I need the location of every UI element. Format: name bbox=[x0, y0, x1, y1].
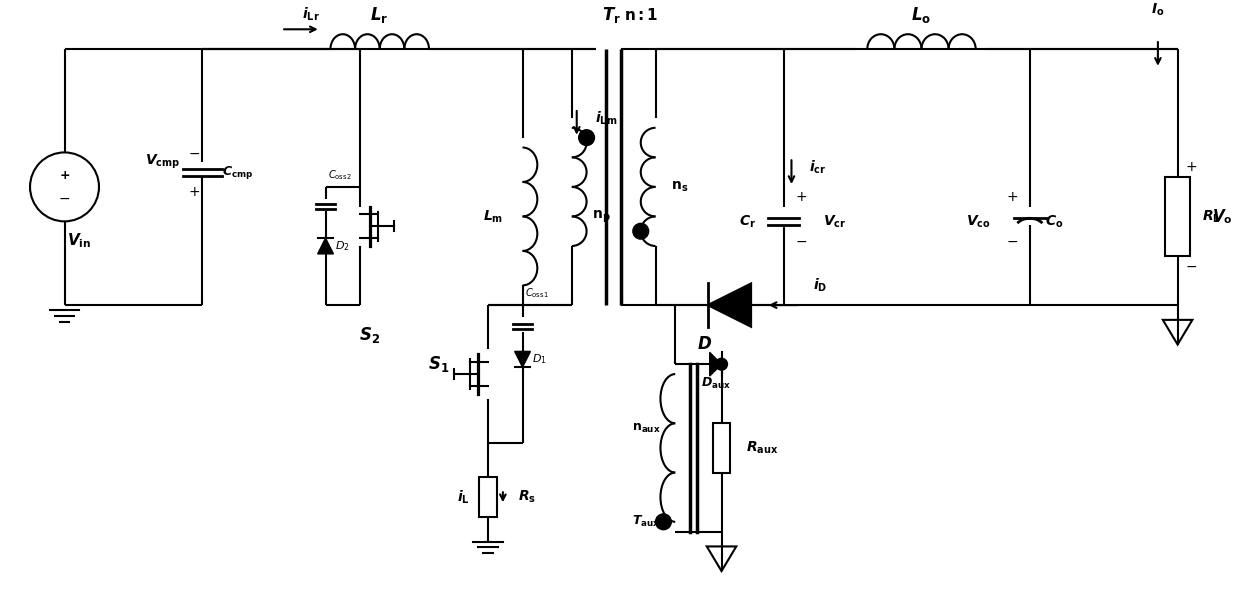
Text: $\mathbf{n_p}$: $\mathbf{n_p}$ bbox=[591, 208, 610, 225]
Text: $\boldsymbol{L}_{\mathbf{m}}$: $\boldsymbol{L}_{\mathbf{m}}$ bbox=[482, 208, 503, 225]
Polygon shape bbox=[709, 352, 722, 376]
Text: $C_{\rm oss2}$: $C_{\rm oss2}$ bbox=[327, 168, 351, 182]
Text: −: − bbox=[58, 191, 71, 206]
Text: $\boldsymbol{i}_{\mathbf{Lr}}$: $\boldsymbol{i}_{\mathbf{Lr}}$ bbox=[301, 6, 320, 23]
Text: $D_2$: $D_2$ bbox=[335, 239, 350, 253]
Text: $\boldsymbol{L}_{\mathbf{o}}$: $\boldsymbol{L}_{\mathbf{o}}$ bbox=[911, 4, 931, 25]
Text: $+$: $+$ bbox=[795, 190, 807, 203]
Circle shape bbox=[632, 223, 649, 239]
Polygon shape bbox=[515, 352, 531, 367]
Text: $\boldsymbol{C}_{\mathbf{r}}$: $\boldsymbol{C}_{\mathbf{r}}$ bbox=[739, 213, 756, 229]
Text: $\boldsymbol{V}_{\mathbf{in}}$: $\boldsymbol{V}_{\mathbf{in}}$ bbox=[67, 232, 92, 250]
Circle shape bbox=[715, 358, 728, 370]
Text: $\mathbf{n:1}$: $\mathbf{n:1}$ bbox=[624, 7, 658, 22]
Text: $\boldsymbol{C}_{\mathbf{cmp}}$: $\boldsymbol{C}_{\mathbf{cmp}}$ bbox=[222, 164, 254, 181]
Text: $\boldsymbol{i}_{\mathbf{D}}$: $\boldsymbol{i}_{\mathbf{D}}$ bbox=[813, 277, 827, 294]
Text: $-$: $-$ bbox=[188, 146, 201, 160]
Text: $-$: $-$ bbox=[1185, 259, 1198, 273]
Text: $\boldsymbol{T}_{\mathbf{aux}}$: $\boldsymbol{T}_{\mathbf{aux}}$ bbox=[632, 514, 661, 529]
Text: $\boldsymbol{S}_{\mathbf{2}}$: $\boldsymbol{S}_{\mathbf{2}}$ bbox=[360, 324, 381, 345]
Bar bbox=[1166, 177, 1190, 256]
Text: $\boldsymbol{R}_{\mathbf{aux}}$: $\boldsymbol{R}_{\mathbf{aux}}$ bbox=[746, 439, 779, 456]
Bar bbox=[479, 477, 497, 517]
Text: $\mathbf{n_{aux}}$: $\mathbf{n_{aux}}$ bbox=[632, 421, 661, 435]
Text: $\boldsymbol{i}_{\mathbf{Lm}}$: $\boldsymbol{i}_{\mathbf{Lm}}$ bbox=[595, 109, 618, 126]
Text: $\boldsymbol{I}_{\mathbf{o}}$: $\boldsymbol{I}_{\mathbf{o}}$ bbox=[1151, 1, 1164, 18]
Text: $\boldsymbol{R}_{\mathbf{L}}$: $\boldsymbol{R}_{\mathbf{L}}$ bbox=[1203, 208, 1221, 225]
Text: $\boldsymbol{D}_{\mathbf{aux}}$: $\boldsymbol{D}_{\mathbf{aux}}$ bbox=[701, 376, 730, 391]
Text: $\boldsymbol{L}_{\mathbf{r}}$: $\boldsymbol{L}_{\mathbf{r}}$ bbox=[371, 4, 389, 25]
Text: $\boldsymbol{V}_{\mathbf{co}}$: $\boldsymbol{V}_{\mathbf{co}}$ bbox=[966, 213, 991, 229]
Text: $D_1$: $D_1$ bbox=[532, 352, 547, 366]
Text: $\boldsymbol{C}_{\mathbf{o}}$: $\boldsymbol{C}_{\mathbf{o}}$ bbox=[1044, 213, 1063, 229]
Text: $-$: $-$ bbox=[1006, 234, 1018, 248]
Text: $\boldsymbol{i}_{\mathbf{L}}$: $\boldsymbol{i}_{\mathbf{L}}$ bbox=[458, 488, 470, 506]
Text: $\boldsymbol{D}$: $\boldsymbol{D}$ bbox=[697, 336, 712, 353]
Polygon shape bbox=[317, 238, 334, 254]
Text: $\boldsymbol{R}_{\mathbf{s}}$: $\boldsymbol{R}_{\mathbf{s}}$ bbox=[517, 489, 536, 506]
Text: $\boldsymbol{V}_{\mathbf{cr}}$: $\boldsymbol{V}_{\mathbf{cr}}$ bbox=[823, 213, 847, 229]
Text: $\boldsymbol{V}_{\mathbf{o}}$: $\boldsymbol{V}_{\mathbf{o}}$ bbox=[1211, 207, 1233, 226]
Text: $\boldsymbol{i}_{\mathbf{cr}}$: $\boldsymbol{i}_{\mathbf{cr}}$ bbox=[810, 158, 827, 176]
Text: $\boldsymbol{T}_{\mathbf{r}}$: $\boldsymbol{T}_{\mathbf{r}}$ bbox=[601, 4, 621, 25]
Text: $\boldsymbol{S}_{\mathbf{1}}$: $\boldsymbol{S}_{\mathbf{1}}$ bbox=[428, 354, 450, 374]
Text: $\mathbf{n_s}$: $\mathbf{n_s}$ bbox=[672, 179, 689, 194]
Polygon shape bbox=[708, 284, 751, 327]
Text: $+$: $+$ bbox=[188, 185, 201, 199]
Text: $\boldsymbol{V}_{\mathbf{cmp}}$: $\boldsymbol{V}_{\mathbf{cmp}}$ bbox=[145, 153, 181, 172]
Circle shape bbox=[579, 130, 594, 146]
Text: $+$: $+$ bbox=[1006, 190, 1018, 203]
Text: $C_{\rm oss1}$: $C_{\rm oss1}$ bbox=[525, 287, 548, 300]
Text: +: + bbox=[60, 169, 69, 182]
Bar bbox=[713, 423, 730, 473]
Text: $-$: $-$ bbox=[795, 234, 807, 248]
Circle shape bbox=[656, 514, 671, 530]
Text: $+$: $+$ bbox=[1185, 160, 1198, 174]
